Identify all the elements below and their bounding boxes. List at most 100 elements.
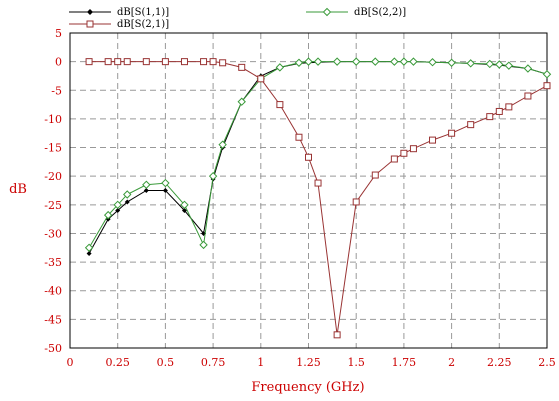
- data-point-s21: [429, 136, 437, 144]
- x-tick-label: 2.5: [538, 356, 556, 369]
- data-point-s22: [428, 58, 437, 67]
- y-tick-label: 5: [55, 27, 62, 40]
- data-point-s22: [142, 180, 151, 189]
- x-tick-label: 1: [257, 356, 264, 369]
- series-layer: [84, 57, 552, 339]
- data-point-s22: [466, 59, 475, 68]
- data-point-s22: [485, 59, 494, 69]
- y-tick-label: 0: [55, 56, 62, 69]
- legend-marker-s11: [87, 9, 93, 15]
- series-s21: [85, 58, 551, 339]
- data-point-s21: [505, 103, 513, 111]
- grid: [70, 33, 547, 348]
- data-point-s11: [143, 188, 149, 193]
- data-point-s21: [390, 155, 398, 163]
- data-point-s21: [486, 113, 494, 121]
- x-tick-label: 1.5: [347, 356, 365, 369]
- y-tick-label: -25: [44, 199, 62, 212]
- legend-entry-s22: dB[S(2,2)]: [306, 7, 406, 18]
- data-point-s11: [181, 208, 187, 214]
- data-point-s22: [447, 58, 456, 67]
- y-tick-label: -15: [44, 142, 62, 155]
- plot-frame: [69, 32, 548, 349]
- y-tick-label: -30: [44, 227, 62, 240]
- x-tick-label: 0.5: [157, 356, 175, 369]
- legend-label-s22: dB[S(2,2)]: [354, 7, 406, 18]
- data-point-s21: [400, 149, 408, 157]
- data-point-s11: [162, 188, 168, 193]
- data-point-s22: [371, 57, 380, 66]
- data-point-s21: [104, 58, 112, 66]
- data-point-s21: [123, 58, 131, 66]
- data-point-s22: [304, 57, 313, 66]
- data-point-s21: [524, 92, 532, 100]
- x-tick-label: 1.25: [296, 356, 321, 369]
- y-axis-label: dB: [9, 182, 27, 197]
- data-point-s22: [275, 63, 285, 72]
- legend: dB[S(1,1)] dB[S(2,1)] dB[S(2,2)]: [69, 7, 406, 30]
- y-tick-label: -5: [51, 84, 62, 97]
- data-point-s22: [390, 57, 399, 66]
- data-point-s22: [542, 70, 552, 79]
- data-point-s11: [124, 199, 130, 205]
- data-point-s22: [161, 178, 170, 188]
- data-point-s22: [409, 57, 418, 66]
- data-point-s11: [115, 208, 121, 214]
- data-point-s21: [295, 133, 303, 141]
- plot-background: [70, 33, 547, 348]
- data-point-s22: [294, 58, 304, 67]
- y-tick-label: -40: [44, 285, 62, 298]
- data-point-s22: [199, 240, 208, 250]
- data-point-s21: [238, 63, 246, 71]
- x-tick-label: 0.75: [201, 356, 226, 369]
- data-point-s21: [200, 58, 208, 66]
- data-point-s21: [305, 153, 312, 161]
- legend-entry-s21: dB[S(2,1)]: [69, 19, 169, 30]
- data-point-s21: [257, 75, 265, 83]
- data-point-s22: [332, 57, 342, 66]
- data-point-s21: [352, 198, 360, 206]
- data-point-s22: [495, 60, 504, 69]
- data-point-s21: [180, 58, 188, 66]
- x-tick-label: 2.25: [487, 356, 512, 369]
- data-point-s21: [448, 129, 456, 137]
- data-point-s22: [103, 210, 113, 220]
- y-tick-label: -50: [44, 342, 62, 355]
- legend-marker-s22: [322, 7, 332, 17]
- data-point-s21: [333, 331, 341, 339]
- x-tick-label: 0: [67, 356, 74, 369]
- data-point-s21: [371, 171, 379, 179]
- data-point-s11: [86, 251, 92, 256]
- data-point-s22: [218, 140, 227, 149]
- data-point-s21: [409, 145, 417, 153]
- legend-label-s11: dB[S(1,1)]: [117, 7, 169, 18]
- data-point-s21: [467, 121, 475, 129]
- tick-labels: 0 0.25 0.5 0.75 1 1.25 1.5 1.75 2 2.25 2.5 5 0 -5 -10 -…: [44, 27, 555, 369]
- data-point-s21: [314, 179, 322, 187]
- data-point-s22: [399, 57, 409, 66]
- data-point-s22: [504, 61, 514, 70]
- y-tick-label: -45: [44, 313, 62, 326]
- data-point-s22: [313, 57, 323, 66]
- data-point-s21: [276, 101, 284, 109]
- data-point-s21: [142, 58, 150, 66]
- data-point-s21: [85, 58, 93, 66]
- data-point-s22: [180, 200, 189, 210]
- data-point-s21: [219, 59, 227, 67]
- data-point-s22: [351, 57, 361, 66]
- y-tick-label: -10: [44, 113, 62, 126]
- legend-label-s21: dB[S(2,1)]: [117, 19, 169, 30]
- series-s22: [84, 57, 552, 252]
- data-point-s21: [161, 58, 169, 66]
- y-tick-label: -20: [44, 170, 62, 183]
- data-point-s21: [209, 58, 217, 66]
- data-point-s21: [114, 58, 122, 66]
- x-axis-label: Frequency (GHz): [251, 380, 364, 395]
- data-point-s22: [237, 97, 246, 106]
- data-point-s22: [113, 200, 122, 210]
- y-tick-label: -35: [44, 256, 62, 269]
- data-point-s22: [208, 171, 218, 181]
- data-point-s21: [543, 82, 551, 90]
- data-point-s22: [84, 243, 94, 252]
